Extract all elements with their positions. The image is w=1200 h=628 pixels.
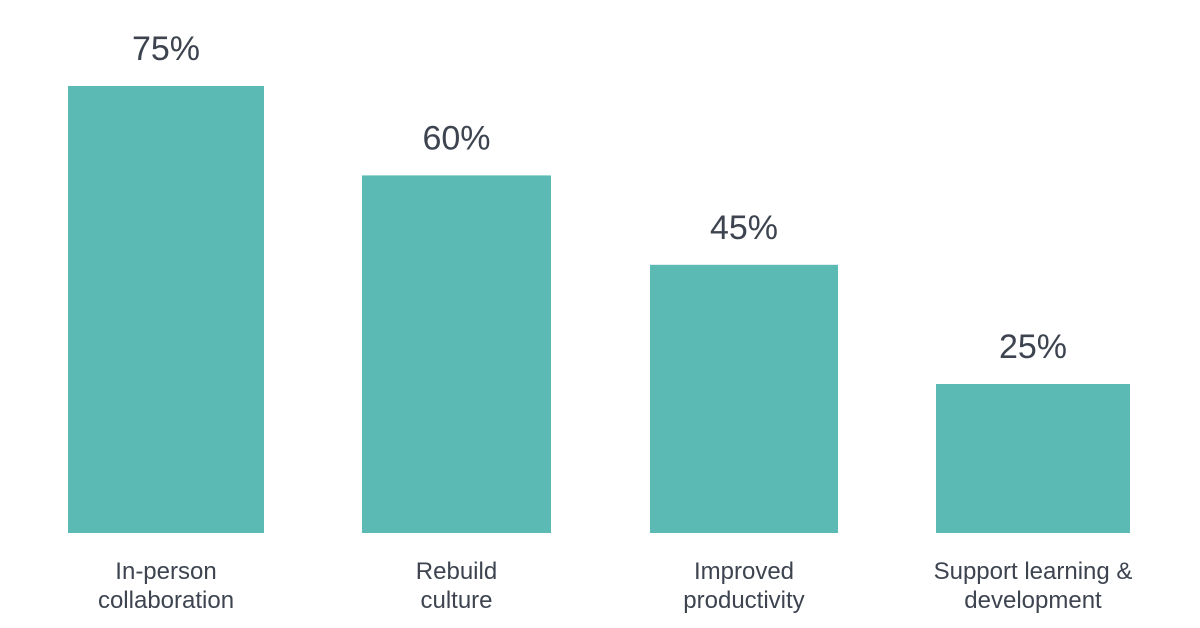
category-label-line: productivity [683, 587, 804, 614]
value-label-3: 45% [710, 209, 778, 247]
bar-1 [68, 86, 264, 533]
bars-group [68, 86, 1130, 533]
category-label-3: Improved productivity [683, 558, 804, 614]
category-label-line: collaboration [98, 587, 234, 614]
value-labels-group: 75% 60% 45% 25% [132, 30, 1067, 366]
value-label-2: 60% [422, 119, 490, 157]
category-label-line: In-person [115, 558, 216, 585]
bar-3 [650, 264, 838, 533]
category-label-4: Support learning & development [934, 558, 1133, 614]
category-label-line: Improved [694, 558, 794, 585]
category-label-1: In-person collaboration [98, 558, 234, 614]
category-labels-group: In-person collaboration Rebuild culture Impr… [98, 558, 1132, 614]
value-label-1: 75% [132, 30, 200, 68]
category-label-line: development [964, 587, 1102, 614]
category-label-2: Rebuild culture [416, 558, 497, 614]
category-label-line: culture [420, 587, 492, 614]
category-label-line: Rebuild [416, 558, 497, 585]
value-label-4: 25% [999, 328, 1067, 366]
bar-4 [936, 384, 1130, 533]
bar-2 [362, 175, 551, 533]
category-label-line: Support learning & [934, 558, 1133, 585]
